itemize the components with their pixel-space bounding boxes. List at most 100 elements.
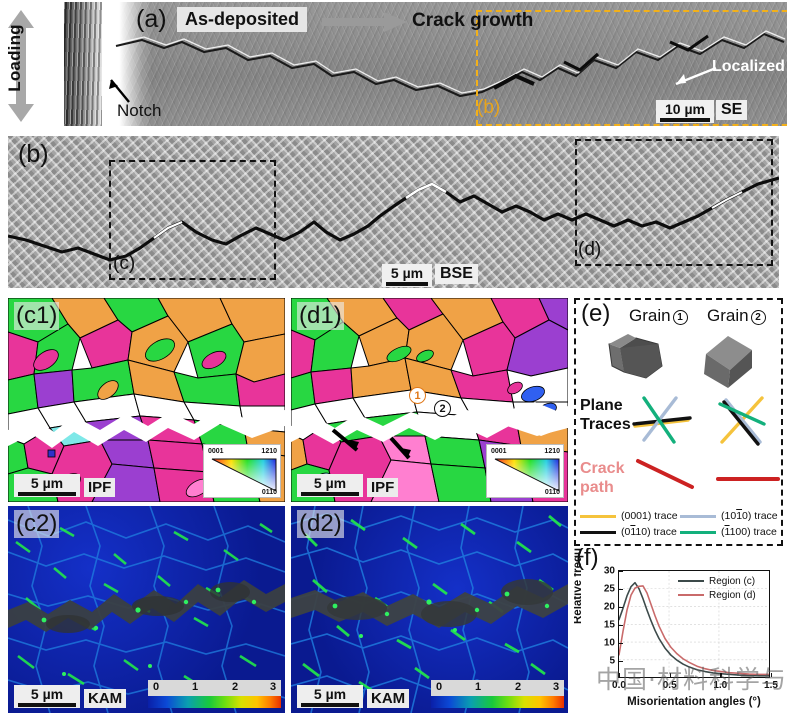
scale-bar-d1-text: 5 µm — [313, 475, 347, 491]
chart-legend-swatch — [678, 593, 704, 597]
chart-curves — [619, 571, 769, 678]
trace-color-swatch-0001 — [580, 514, 616, 518]
chart-legend: Region (c) Region (d) — [678, 574, 756, 602]
kam-colorbar-d2: 0 1 2 3 — [431, 680, 564, 708]
ipf-index-0001-c1: 0001 — [208, 448, 224, 455]
kam-colorbar-gradient-c2 — [148, 696, 281, 708]
plane-traces-label: Plane Traces — [580, 397, 631, 435]
chart-ytick-label: 30 — [603, 565, 615, 577]
panel-a-inset-box-b — [476, 10, 787, 126]
crack-path-overlay-b — [8, 176, 779, 262]
trace-label-1100: (1100) trace — [721, 526, 777, 538]
crack-path-lines — [636, 459, 780, 489]
chart-xtick-mark — [720, 673, 722, 677]
grain-2-title-text: Grain — [707, 306, 749, 325]
kam-tick-2-c2: 2 — [232, 681, 239, 693]
grain-2-number: 2 — [750, 310, 766, 325]
chart-plot-area: 5 10 15 20 25 30 0.0 0.5 1.0 1.5 — [604, 566, 778, 692]
grain-1-marker: 1 — [409, 387, 426, 404]
chart-xtick-mark — [619, 673, 621, 677]
panel-d2-kam-map: (d2) 5 µm KAM 0 1 2 3 — [291, 506, 568, 713]
chart-ytick-label: 10 — [603, 637, 615, 649]
kam-tick-0-d2: 0 — [436, 681, 443, 693]
plane-traces-line1: Plane — [580, 397, 623, 414]
chart-xtick-label: 0.0 — [612, 680, 626, 691]
chart-xtick-label: 1.5 — [764, 680, 778, 691]
trace-label-1010: (1010) trace — [721, 510, 778, 522]
panel-b-inset-box-c — [109, 160, 276, 280]
chart-xtick-label: 0.5 — [662, 680, 677, 691]
panel-c1-label: (c1) — [14, 302, 60, 330]
kam-tick-1-c2: 1 — [192, 681, 199, 693]
chart-ytick-mark — [619, 589, 623, 591]
notch-label: Notch — [117, 101, 162, 120]
scale-bar-d2-line — [301, 703, 359, 707]
panel-b-label: (b) — [18, 140, 49, 168]
scale-bar-c2-text: 5 µm — [30, 686, 64, 702]
ipf-index-0001-d1: 0001 — [491, 448, 507, 455]
panel-a-inset-label: (b) — [477, 97, 501, 118]
panel-b-inset-label-d: (d) — [578, 239, 602, 260]
panel-d1-label: (d1) — [297, 302, 344, 330]
kam-boundaries-d2 — [291, 506, 568, 713]
trace-legend-item-1010: (1010) trace — [680, 510, 780, 522]
grain-2-marker: 2 — [434, 400, 451, 417]
crack-path-line2: path — [580, 478, 614, 496]
loading-direction-arrow-icon — [8, 10, 34, 122]
grain-2-traces — [718, 396, 766, 446]
chart-y-axis-label: Relative frequency (%) — [574, 548, 584, 624]
panel-b-bse-image: (b) (c) (d) 5 µm BSE — [8, 136, 779, 288]
trace-color-swatch-0110 — [580, 530, 616, 534]
ipf-index-0110-c1: 0110 — [261, 489, 277, 496]
kam-colorbar-gradient-d2 — [431, 696, 564, 708]
scale-bar-a-line — [660, 118, 710, 122]
chart-legend-label: Region (d) — [709, 589, 756, 601]
kam-tick-1-d2: 1 — [475, 681, 482, 693]
imaging-mode-kam-c2: KAM — [84, 689, 127, 708]
grain-1-number: 1 — [672, 310, 688, 325]
as-deposited-label: As-deposited — [177, 7, 308, 32]
chart-ytick-mark — [619, 625, 623, 627]
panel-d1-ipf-map: (d1) 1 2 5 µm IPF 0001 1210 0110 — [291, 298, 568, 502]
kam-colorbar-ticks-d2: 0 1 2 3 — [431, 680, 564, 694]
panel-e-schematic: (e) Grain 1 Grain 2 Plane Traces — [574, 298, 783, 546]
trace-legend-item-0110: (0110) trace — [580, 526, 680, 538]
panel-c2-label: (c2) — [14, 510, 60, 538]
imaging-mode-ipf-c1: IPF — [84, 478, 116, 497]
trace-legend-item-0001: (0001) trace — [580, 510, 680, 522]
kam-colorbar-ticks-c2: 0 1 2 3 — [148, 680, 281, 694]
hexagonal-prism-icon — [608, 334, 663, 379]
crack-path-overlay-a — [115, 30, 786, 98]
crack-path-line1: Crack — [580, 460, 625, 477]
crack-growth-arrow-icon — [322, 12, 407, 32]
scale-bar-a-text: 10 µm — [665, 101, 705, 117]
chart-xtick-mark — [771, 673, 773, 677]
ipf-color-key-d1: 0001 1210 0110 — [486, 444, 564, 498]
chart-legend-item: Region (d) — [678, 588, 756, 602]
kam-colorbar-c2: 0 1 2 3 — [148, 680, 281, 708]
localized-strain-label: Localized strain — [712, 58, 787, 75]
ipf-index-1210-c1: 1210 — [261, 448, 277, 455]
panel-c1-ipf-map: (c1) 5 µm IPF — [8, 298, 285, 502]
chart-x-axis-label: Misorientation angles (°) — [627, 696, 761, 708]
chart-ytick-mark — [619, 643, 623, 645]
scale-bar-d2: 5 µm — [297, 685, 363, 708]
trace-label-0110: (0110) trace — [621, 526, 677, 538]
panel-f-label: (f) — [576, 548, 599, 571]
scale-bar-d1: 5 µm — [297, 474, 363, 497]
crack-path-grain-1 — [636, 459, 694, 489]
panel-b-inset-label-c: (c) — [113, 253, 136, 274]
trace-legend: (0001) trace (1010) trace (0110) trace (… — [580, 508, 780, 540]
chart-legend-label: Region (c) — [709, 575, 756, 587]
chart-ytick-label: 15 — [603, 619, 615, 631]
localized-strain-arrow-icon — [675, 66, 717, 86]
chart-xtick-mark — [669, 673, 671, 677]
panel-d2-label: (d2) — [297, 510, 344, 538]
panel-a-label: (a) — [136, 5, 167, 33]
chart-ytick-label: 25 — [603, 583, 615, 595]
scale-bar-c2: 5 µm — [14, 685, 80, 708]
kam-tick-3-c2: 3 — [270, 681, 277, 693]
cubic-cell-icon — [704, 336, 752, 388]
trace-color-swatch-1010 — [680, 514, 716, 518]
